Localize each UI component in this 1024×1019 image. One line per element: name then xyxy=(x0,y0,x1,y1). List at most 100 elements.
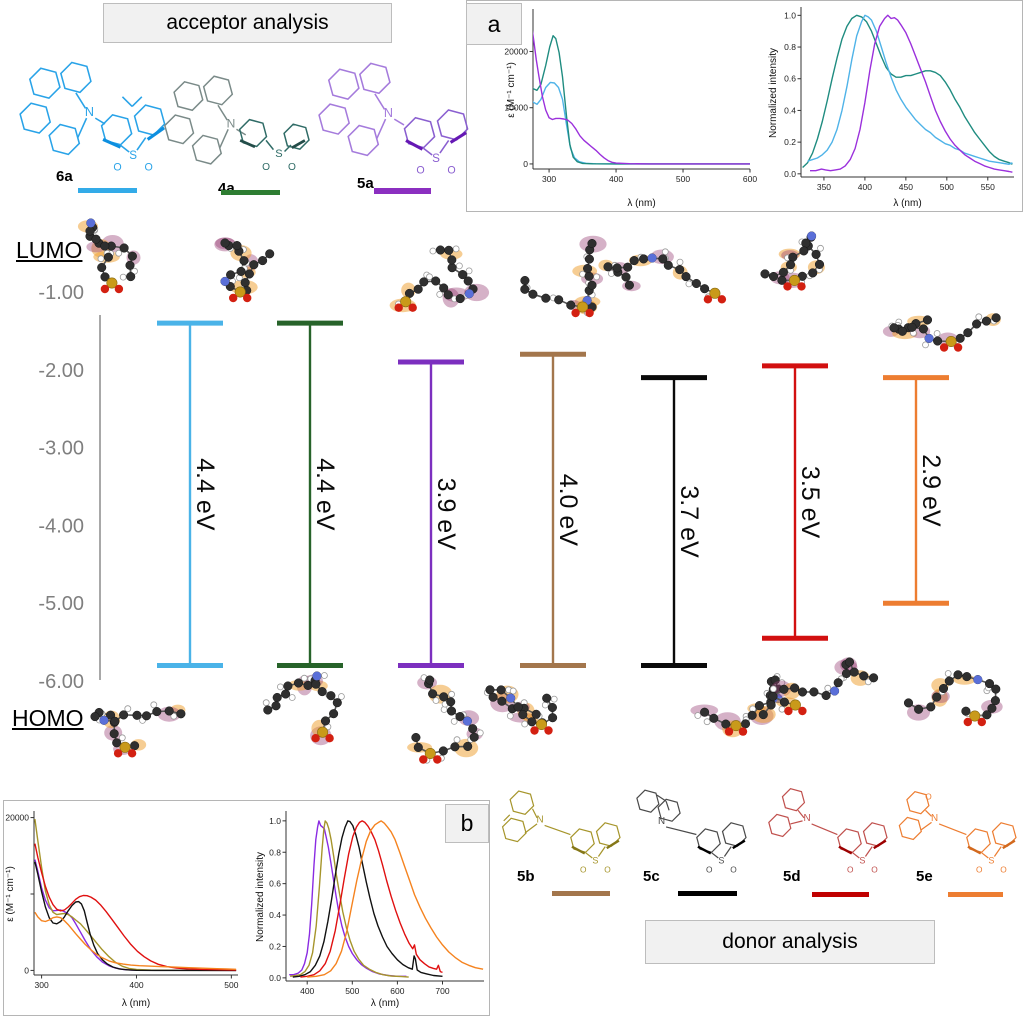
series-5e xyxy=(34,911,237,970)
structure-6a: N SO O xyxy=(19,61,166,173)
donor-analysis-title: donor analysis xyxy=(645,920,935,964)
series-4a xyxy=(533,35,750,165)
orbital-molecule-homo-5a xyxy=(407,674,484,764)
atom-label-O: O xyxy=(871,864,878,874)
oxygen-atom xyxy=(530,726,539,735)
carbon-atom xyxy=(844,657,855,667)
energy-level-5e: 2.9 eV xyxy=(883,375,949,606)
hydrogen-atom xyxy=(944,670,952,677)
carbon-atom xyxy=(587,238,597,249)
carbon-atom xyxy=(326,691,336,701)
bond xyxy=(131,96,143,108)
carbon-atom xyxy=(758,710,768,720)
carbon-atom xyxy=(411,732,421,743)
carbon-atom xyxy=(130,741,140,751)
carbon-atom xyxy=(100,241,110,251)
carbon-atom xyxy=(91,234,101,244)
atom-label-O: O xyxy=(416,164,424,176)
energy-tick-label: -5.00 xyxy=(38,593,84,615)
orbital-molecule-homo-5c xyxy=(690,673,786,738)
oxygen-atom xyxy=(544,726,553,735)
carbon-atom xyxy=(849,667,859,677)
hydrogen-atom xyxy=(676,258,684,266)
x-tick-label: 400 xyxy=(300,986,314,996)
orbital-molecule-homo-6a xyxy=(90,701,186,758)
carbon-atom xyxy=(779,697,789,707)
carbon-atom xyxy=(797,687,808,697)
orbital-molecule-lumo-4a xyxy=(214,237,275,303)
oxygen-atom xyxy=(113,749,123,758)
hydrogen-atom xyxy=(550,695,558,703)
carbon-atom xyxy=(566,300,576,310)
gap-value-label: 3.5 eV xyxy=(796,466,824,539)
ring xyxy=(898,816,922,841)
atom-label-N: N xyxy=(804,813,811,824)
ring xyxy=(48,123,81,156)
oxygen-atom xyxy=(408,303,417,312)
y-tick-label: 0.8 xyxy=(784,42,796,52)
absorption-chart-donors: 300 400 500 0 20000 λ (nm) ε (M⁻¹ cm⁻¹) xyxy=(5,811,239,1009)
carbon-atom xyxy=(938,683,949,694)
carbon-atom xyxy=(258,256,268,266)
bond xyxy=(136,137,147,151)
y-tick-label: 0.2 xyxy=(269,941,281,951)
bond xyxy=(606,839,620,850)
hydrogen-atom xyxy=(933,330,941,337)
carbon-atom xyxy=(458,270,468,280)
x-tick-label: 300 xyxy=(34,980,48,990)
orbital-molecule-homo-4a xyxy=(262,671,345,746)
carbon-atom xyxy=(127,251,137,261)
carbon-atom xyxy=(548,713,558,723)
carbon-atom xyxy=(889,323,899,333)
label-6a: 6a xyxy=(56,168,73,185)
atom-label-O: O xyxy=(706,864,713,874)
hydrogen-atom xyxy=(429,247,437,255)
carbon-atom xyxy=(623,262,633,272)
hydrogen-atom xyxy=(509,687,517,695)
series-5d xyxy=(300,820,443,978)
carbon-atom xyxy=(455,294,465,304)
sulfur-atom xyxy=(788,274,800,286)
sulfur-atom xyxy=(317,726,329,738)
atom-label-O: O xyxy=(604,864,611,874)
y-tick-label: 0.4 xyxy=(784,105,796,115)
emission-chart-acceptors: 350 400 450 500 550 0.0 0.2 0.4 0.6 0.8 1.0 λ (nm) N… xyxy=(768,7,1014,209)
label-5e: 5e xyxy=(916,868,933,885)
carbon-atom xyxy=(542,693,552,703)
colorbar-4a xyxy=(221,190,280,195)
ring xyxy=(202,75,234,106)
hydrogen-atom xyxy=(277,683,284,691)
energy-tick-label: -4.00 xyxy=(38,515,84,537)
series-5c xyxy=(34,861,237,972)
energy-level-5c: 3.7 eV xyxy=(641,375,707,668)
ring xyxy=(403,116,436,149)
carbon-atom xyxy=(446,697,456,707)
bond xyxy=(439,140,450,154)
bond xyxy=(524,823,538,834)
carbon-atom xyxy=(110,716,120,726)
y-tick-label: 0.6 xyxy=(269,879,281,889)
bond xyxy=(77,117,88,138)
bond xyxy=(873,839,887,850)
carbon-atom xyxy=(972,319,982,329)
x-tick-label: 450 xyxy=(899,182,913,192)
hydrogen-atom xyxy=(432,697,440,704)
carbon-atom xyxy=(463,276,473,286)
hydrogen-atom xyxy=(124,705,132,713)
carbon-atom xyxy=(554,295,564,305)
hydrogen-atom xyxy=(426,273,433,281)
carbon-atom xyxy=(624,280,634,290)
atom-label-O: O xyxy=(288,162,296,173)
carbon-atom xyxy=(176,709,186,719)
carbon-atom xyxy=(404,288,415,298)
atom-label-N: N xyxy=(227,116,236,130)
oxygen-atom xyxy=(784,706,793,716)
oxygen-atom xyxy=(797,282,806,291)
hydrogen-atom xyxy=(694,712,702,719)
sulfur-atom xyxy=(424,748,436,760)
carbon-atom xyxy=(496,685,506,695)
y-tick-label: 20000 xyxy=(504,46,528,56)
bond xyxy=(993,846,1002,857)
carbon-atom xyxy=(272,692,282,703)
atom-label-O: O xyxy=(113,161,121,173)
